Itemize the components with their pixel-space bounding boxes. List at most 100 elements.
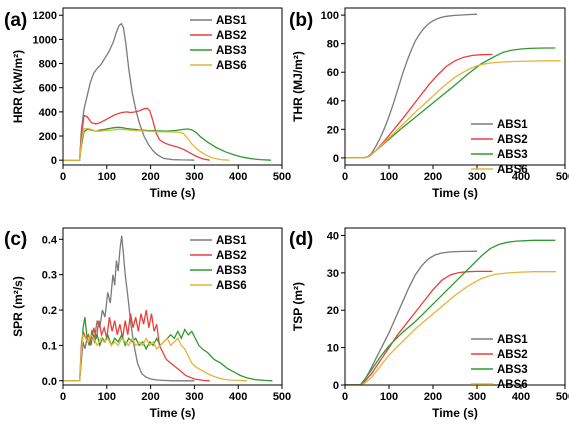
y-tick-label: 20 [327, 124, 339, 136]
panel-b: 0 100 200 300 400 500 0 20 40 60 80 100 Time (s) THR … [289, 7, 569, 200]
x-tick-label: 300 [468, 391, 486, 403]
x-tick-label: 200 [424, 391, 442, 403]
y-tick-label: 80 [327, 39, 339, 51]
x-tick-label: 300 [185, 171, 203, 183]
series-line-abs2 [345, 53, 493, 159]
legend-label-abs3: ABS3 [497, 149, 528, 161]
legend: ABS1 ABS2 ABS3 ABS6 [471, 334, 528, 391]
legend-label-abs3: ABS3 [216, 45, 247, 57]
x-tick-label: 400 [512, 391, 530, 403]
y-tick-label: 1200 [33, 10, 57, 22]
y-tick-label: 60 [327, 67, 339, 79]
y-tick-label: 20 [327, 305, 339, 317]
y-tick-label: 800 [39, 59, 57, 71]
y-axis-label: TSP (m²) [291, 282, 305, 331]
y-tick-label: 600 [39, 83, 57, 95]
y-tick-label: 200 [39, 131, 57, 143]
panel-d: 0 100 200 300 400 500 0 10 20 30 40 Time (s) TSP (m²… [289, 227, 569, 420]
y-tick-label: 0 [333, 380, 339, 392]
series-line-abs6 [345, 60, 561, 159]
legend-label-abs3: ABS3 [216, 265, 247, 277]
legend-label-abs1: ABS1 [216, 15, 247, 27]
x-tick-label: 400 [229, 391, 247, 403]
x-tick-label: 500 [556, 171, 569, 183]
y-tick-label: 0.4 [42, 234, 58, 246]
legend-label-abs1: ABS1 [497, 334, 528, 346]
x-axis-label: Time (s) [432, 406, 478, 420]
series-line-abs2 [345, 270, 493, 385]
x-tick-label: 300 [468, 171, 486, 183]
series-line-abs2 [63, 309, 210, 382]
legend-label-abs6: ABS6 [497, 164, 528, 176]
y-tick-label: 0.3 [42, 270, 57, 282]
series-line-abs6 [63, 127, 230, 161]
x-axis-label: Time (s) [150, 186, 196, 200]
panel-label: (b) [289, 10, 313, 31]
x-tick-label: 0 [342, 171, 348, 183]
y-tick-label: 0.0 [42, 376, 57, 388]
legend: ABS1 ABS2 ABS3 ABS6 [190, 235, 247, 292]
legend-label-abs6: ABS6 [216, 60, 247, 72]
legend-label-abs1: ABS1 [497, 119, 528, 131]
legend-label-abs1: ABS1 [216, 235, 247, 247]
y-tick-label: 400 [39, 107, 57, 119]
legend-label-abs6: ABS6 [497, 379, 528, 391]
x-tick-label: 500 [273, 391, 291, 403]
legend-label-abs6: ABS6 [216, 280, 247, 292]
series-line-abs6 [63, 333, 248, 382]
legend-label-abs2: ABS2 [216, 30, 247, 42]
x-tick-label: 100 [98, 391, 116, 403]
series-line-abs1 [63, 235, 195, 382]
y-axis-label: SPR (m²/s) [11, 276, 25, 337]
legend-label-abs2: ABS2 [497, 134, 528, 146]
x-tick-label: 300 [185, 391, 203, 403]
x-tick-label: 100 [380, 391, 398, 403]
series-line-abs3 [63, 316, 273, 382]
y-tick-label: 0 [51, 155, 57, 167]
y-axis-label: HRR (kW/m²) [11, 50, 25, 123]
axes-frame [62, 227, 283, 386]
x-tick-label: 100 [98, 171, 116, 183]
x-tick-label: 500 [556, 391, 569, 403]
y-tick-label: 40 [327, 230, 339, 242]
x-axis-label: Time (s) [432, 186, 478, 200]
series-line-abs6 [345, 271, 557, 385]
legend: ABS1 ABS2 ABS3 ABS6 [190, 15, 247, 72]
y-tick-label: 0 [333, 153, 339, 165]
legend: ABS1 ABS2 ABS3 ABS6 [471, 119, 528, 176]
axes-frame [344, 227, 566, 386]
y-tick-label: 30 [327, 268, 339, 280]
x-tick-label: 0 [60, 171, 66, 183]
panel-label: (a) [4, 10, 27, 31]
legend-label-abs3: ABS3 [497, 364, 528, 376]
y-axis-label: THR (MJ/m²) [291, 51, 305, 122]
panel-label: (c) [4, 229, 27, 250]
axes-frame [344, 7, 566, 166]
x-tick-label: 500 [273, 171, 291, 183]
series-line-abs1 [345, 13, 478, 159]
y-tick-label: 0.1 [42, 340, 57, 352]
x-tick-label: 200 [141, 391, 159, 403]
series-line-abs1 [63, 22, 195, 161]
x-tick-label: 400 [512, 171, 530, 183]
series-line-abs3 [345, 239, 556, 385]
x-tick-label: 100 [380, 171, 398, 183]
y-tick-label: 0.2 [42, 305, 57, 317]
legend-label-abs2: ABS2 [497, 349, 528, 361]
x-axis-label: Time (s) [150, 406, 196, 420]
x-tick-label: 200 [424, 171, 442, 183]
series-line-abs1 [345, 250, 478, 385]
y-tick-label: 10 [327, 343, 339, 355]
legend-label-abs2: ABS2 [216, 250, 247, 262]
series-line-abs2 [63, 107, 210, 161]
x-tick-label: 200 [141, 171, 159, 183]
x-tick-label: 400 [229, 171, 247, 183]
axes-frame [62, 7, 283, 166]
panel-label: (d) [289, 229, 313, 250]
panel-c: 0 100 200 300 400 500 0.0 0.1 0.2 0.3 0.4 Time (s) S… [4, 227, 291, 420]
y-tick-label: 100 [321, 10, 339, 22]
y-tick-label: 1000 [33, 34, 57, 46]
x-tick-label: 0 [60, 391, 66, 403]
panel-a: 0 100 200 300 400 500 0 200 400 600 800 1000 1200 Tim… [4, 7, 291, 200]
